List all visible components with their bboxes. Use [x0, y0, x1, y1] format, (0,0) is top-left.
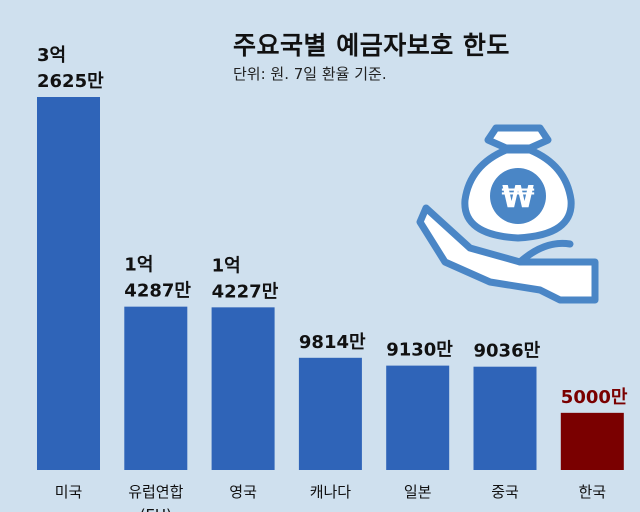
svg-text:₩: ₩ [501, 180, 534, 215]
category-label-6: 한국 [578, 483, 606, 501]
value-label-2-1: 4227만 [212, 281, 279, 302]
category-label-5: 중국 [491, 483, 519, 501]
value-label-2-0: 1억 [212, 255, 241, 276]
bar-4 [386, 365, 450, 470]
money-bag-hand-icon: ₩ [416, 124, 599, 304]
value-label-5-0: 9036만 [474, 341, 541, 362]
bar-0 [37, 97, 100, 470]
value-label-1-1: 4287만 [124, 281, 191, 302]
bar-6 [560, 412, 624, 470]
category-label-4: 일본 [404, 483, 432, 501]
category-label-3: 캐나다 [310, 483, 352, 501]
category-label-1: 유럽연합 [128, 483, 183, 501]
value-label-4-0: 9130만 [386, 340, 453, 361]
bar-3 [298, 357, 362, 470]
category-label-0: 미국 [55, 483, 83, 501]
value-label-6-0: 5000만 [561, 387, 628, 408]
chart-title: 주요국별 예금자보호 한도 [233, 31, 510, 60]
value-label-3-0: 9814만 [299, 332, 366, 353]
category-label-2: 영국 [229, 483, 257, 501]
bar-5 [473, 366, 537, 470]
category-sub-label-1: (EU) [140, 506, 172, 512]
bar-2 [211, 307, 275, 470]
value-label-0-0: 3억 [37, 45, 66, 66]
value-label-0-1: 2625만 [37, 71, 104, 92]
chart-subtitle: 단위: 원. 7일 환율 기준. [233, 65, 387, 83]
value-label-1-0: 1억 [124, 255, 153, 276]
bar-1 [124, 306, 188, 470]
